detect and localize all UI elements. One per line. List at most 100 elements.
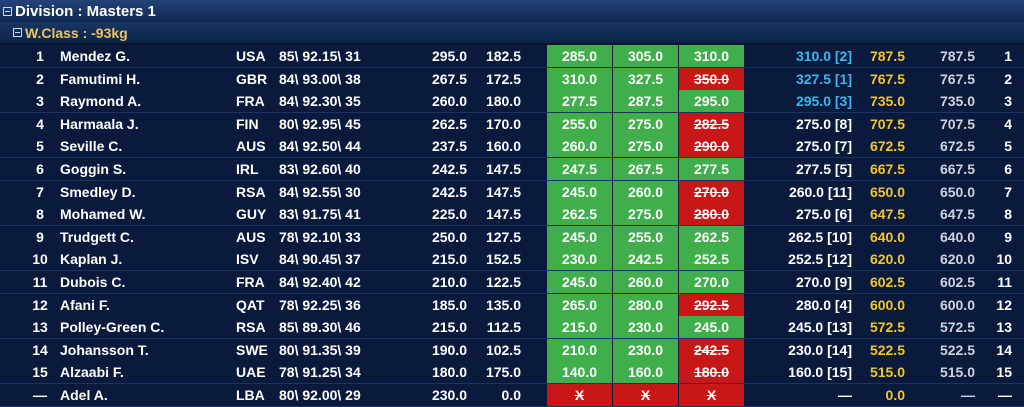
athlete-name: Goggin S.: [60, 161, 127, 177]
total: 650.0: [869, 183, 905, 200]
total-secondary: 707.5: [939, 115, 975, 132]
best-deadlift: 327.5 [1]: [795, 70, 852, 87]
result-row: 14 Johansson T. SWE 80\ 91.35\ 39 190.0 102.5…: [0, 338, 1024, 362]
best-deadlift: 160.0 [15]: [788, 364, 852, 381]
rank: 10: [32, 251, 48, 268]
class-title: W.Class : -93kg: [25, 24, 128, 41]
result-row: 4 Harmaala J. FIN 80\ 92.95\ 45 262.5 170.0 27…: [0, 112, 1024, 136]
country: QAT: [236, 296, 265, 313]
total: 600.0: [869, 296, 905, 313]
country: FIN: [236, 115, 259, 132]
deadlift-attempt: 180.0: [679, 361, 745, 384]
total: 787.5: [869, 48, 905, 64]
total: 0.0: [885, 387, 905, 403]
total: 602.5: [869, 274, 905, 290]
deadlift-attempt: 215.0: [547, 316, 613, 339]
deadlift-attempt: 160.0: [613, 361, 679, 384]
athlete-name: Dubois C.: [60, 274, 126, 290]
best-deadlift: 252.5 [12]: [788, 251, 852, 268]
total-secondary: 602.5: [939, 274, 975, 290]
deadlift-attempt: 255.0: [547, 112, 613, 135]
best-deadlift: 260.0 [11]: [788, 183, 852, 200]
squat: 242.5: [431, 161, 467, 177]
total-secondary: 787.5: [939, 48, 975, 64]
bench: 160.0: [485, 138, 521, 155]
total: 672.5: [869, 138, 905, 155]
deadlift-attempt: 262.5: [547, 203, 613, 226]
total: 572.5: [869, 319, 905, 336]
squat: 185.0: [431, 296, 467, 313]
country: AUS: [236, 138, 266, 155]
total-secondary: 667.5: [939, 161, 975, 177]
squat: 260.0: [431, 93, 467, 110]
country: ISV: [236, 251, 259, 268]
best-deadlift: 295.0 [3]: [795, 93, 852, 110]
total-secondary: 647.5: [939, 206, 975, 223]
squat: 215.0: [431, 251, 467, 268]
place: 15: [996, 364, 1012, 381]
deadlift-attempt: 245.0: [547, 225, 613, 248]
total-secondary: 600.0: [939, 296, 975, 313]
collapse-icon[interactable]: [3, 6, 12, 16]
place: 11: [997, 274, 1012, 290]
place: 6: [1004, 161, 1012, 177]
class-header: W.Class : -93kg: [0, 22, 1024, 43]
total-secondary: 515.0: [939, 364, 975, 381]
total: 640.0: [869, 228, 905, 245]
athlete-name: Johansson T.: [60, 341, 149, 358]
total-secondary: 672.5: [939, 138, 975, 155]
deadlift-attempt: 262.5: [679, 225, 745, 248]
rank: 12: [32, 296, 48, 313]
deadlift-attempt: 260.0: [547, 135, 613, 158]
best-deadlift: 275.0 [7]: [795, 138, 852, 155]
deadlift-attempt: 140.0: [547, 361, 613, 384]
total: 515.0: [869, 364, 905, 381]
place: 12: [996, 296, 1012, 313]
lifter-info: 78\ 92.10\ 33: [279, 228, 361, 245]
total: 707.5: [869, 115, 905, 132]
place: 13: [996, 319, 1012, 336]
bench: 112.5: [486, 319, 521, 336]
deadlift-attempt: X: [547, 384, 613, 406]
lifter-info: 85\ 89.30\ 46: [279, 319, 361, 336]
rank: 8: [36, 206, 44, 223]
place: 5: [1004, 138, 1012, 155]
best-deadlift: 310.0 [2]: [795, 48, 852, 64]
bench: 147.5: [485, 161, 521, 177]
result-row: 11 Dubois C. FRA 84\ 92.40\ 42 210.0 122.5 270…: [0, 271, 1024, 294]
rank: 9: [36, 228, 44, 245]
country: FRA: [236, 93, 265, 110]
total: 647.5: [869, 206, 905, 223]
deadlift-attempt: 230.0: [613, 316, 679, 339]
division-title: Division : Masters 1: [15, 2, 156, 20]
rank: 3: [36, 93, 44, 110]
deadlift-attempt: 275.0: [613, 203, 679, 226]
squat: 225.0: [431, 206, 467, 223]
lifter-info: 85\ 92.15\ 31: [279, 48, 361, 64]
rank: 15: [32, 364, 48, 381]
best-deadlift: 277.5 [5]: [795, 161, 852, 177]
bench: 135.0: [485, 296, 521, 313]
deadlift-attempt: 292.5: [679, 293, 745, 316]
collapse-icon[interactable]: [13, 28, 22, 37]
athlete-name: Alzaabi F.: [60, 364, 124, 381]
rank: 4: [36, 115, 44, 132]
best-deadlift: 230.0 [14]: [788, 341, 852, 358]
deadlift-attempt: 277.5: [547, 90, 613, 113]
result-row: 15 Alzaabi F. UAE 78\ 91.25\ 34 180.0 175.0 16…: [0, 361, 1024, 385]
lifter-info: 84\ 92.50\ 44: [279, 138, 361, 155]
squat: 242.5: [431, 183, 467, 200]
deadlift-attempt: 277.5: [679, 158, 745, 180]
rank: —: [33, 387, 47, 403]
squat: 215.0: [431, 319, 467, 336]
bench: 147.5: [485, 183, 521, 200]
deadlift-attempt: X: [679, 384, 745, 406]
result-row: 9 Trudgett C. AUS 78\ 92.10\ 33 250.0 127.5 26…: [0, 225, 1024, 249]
deadlift-attempt: 245.0: [547, 180, 613, 203]
deadlift-attempt: 247.5: [547, 158, 613, 180]
country: GBR: [236, 70, 268, 87]
best-deadlift: 280.0 [4]: [795, 296, 852, 313]
bench: 180.0: [485, 93, 521, 110]
lifter-info: 84\ 92.55\ 30: [279, 183, 361, 200]
